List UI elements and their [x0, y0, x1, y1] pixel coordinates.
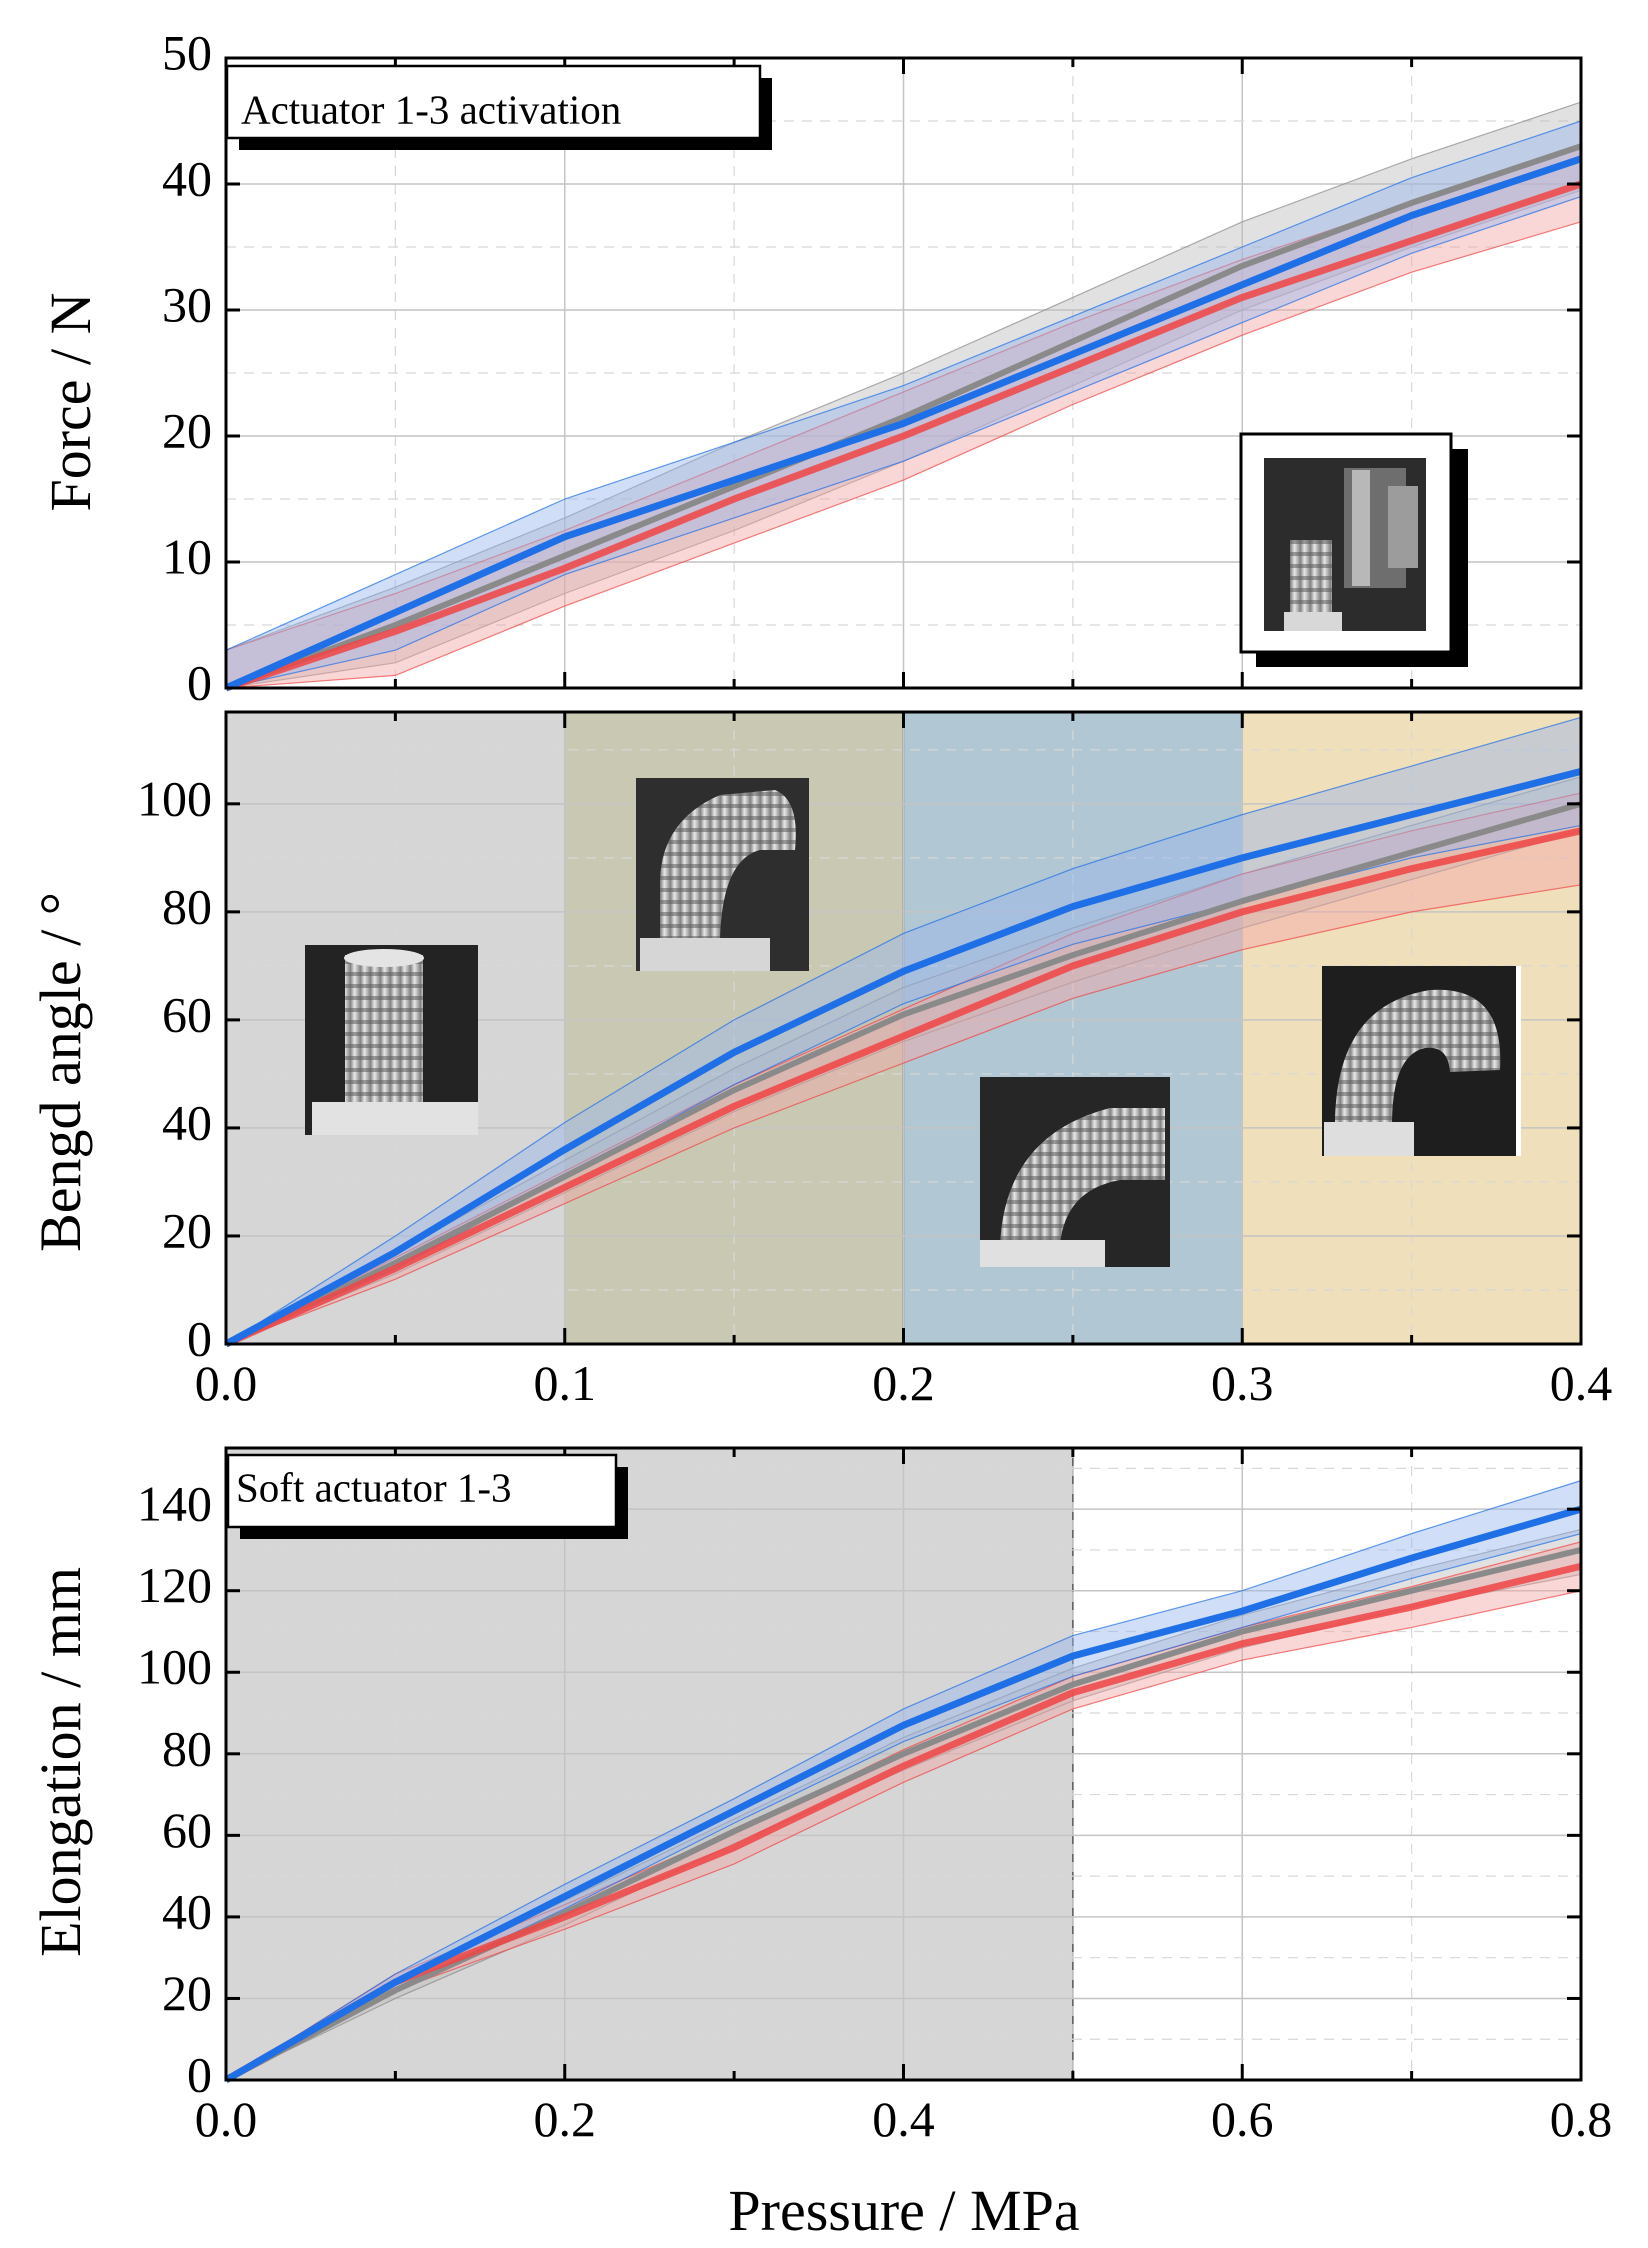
- x-tick-label: 0.6: [1211, 2091, 1274, 2147]
- y-tick-label: 0: [187, 654, 212, 710]
- y-tick-label: 0: [187, 2046, 212, 2102]
- force-title-box: Actuator 1-3 activation: [225, 64, 772, 150]
- y-tick-label: 60: [162, 1802, 212, 1858]
- force-ticks: 0 10 20 30 40 50: [162, 24, 1583, 710]
- elongation-y-axis-title: Elongation / mm: [28, 1567, 93, 1957]
- actuator-straight-photo: [305, 945, 478, 1135]
- x-tick-label: 0.4: [872, 2091, 935, 2147]
- x-tick-label: 0.8: [1550, 2091, 1613, 2147]
- y-tick-label: 40: [162, 150, 212, 206]
- bending-series: [224, 716, 1582, 1348]
- y-tick-label: 100: [137, 770, 212, 826]
- force-y-axis-title: Force / N: [38, 292, 103, 511]
- elongation-chart: 0 20 40 60 80 100 120 140 0.0 0.2 0.4 0.6 0.8 Soft a…: [137, 1446, 1612, 2147]
- y-tick-label: 20: [162, 1965, 212, 2021]
- series-line-red: [224, 1562, 1582, 2084]
- force-chart: 0 10 20 30 40 50 Actuator 1-3 activation: [162, 24, 1583, 710]
- y-tick-label: 80: [162, 1720, 212, 1776]
- series-line-blue: [224, 768, 1582, 1348]
- y-tick-label: 30: [162, 276, 212, 332]
- x-tick-label: 0.0: [195, 2091, 258, 2147]
- elongation-grid: [226, 1448, 1581, 2080]
- y-tick-label: 80: [162, 878, 212, 934]
- bending-chart: 0 20 40 60 80 100 0.0 0.1 0.2 0.3 0.4: [137, 710, 1612, 1411]
- region-1: [225, 1447, 1074, 2081]
- force-series: [224, 101, 1583, 692]
- series-line-gray: [224, 1547, 1582, 2083]
- x-tick-label: 0.4: [1550, 1355, 1613, 1411]
- series-line-blue: [224, 1505, 1582, 2084]
- y-tick-label: 40: [162, 1883, 212, 1939]
- series-line-gray: [224, 800, 1582, 1347]
- bending-y-axis-title: Bengd angle / °: [28, 892, 93, 1252]
- elongation-regions: [225, 1447, 1074, 2081]
- y-tick-label: 40: [162, 1094, 212, 1150]
- x-tick-label: 0.0: [195, 1355, 258, 1411]
- series-line-blue: [224, 155, 1583, 692]
- bending-ticks: 0 20 40 60 80 100 0.0 0.1 0.2 0.3 0.4: [137, 712, 1612, 1411]
- series-line-red: [224, 827, 1582, 1348]
- actuator-half-bend-photo: [980, 1077, 1170, 1267]
- actuator-full-bend-photo: [1322, 966, 1521, 1156]
- y-tick-label: 120: [137, 1557, 212, 1613]
- elongation-title-box: Soft actuator 1-3: [226, 1453, 628, 1539]
- x-tick-label: 0.2: [872, 1355, 935, 1411]
- y-tick-label: 10: [162, 528, 212, 584]
- y-tick-label: 50: [162, 24, 212, 80]
- elongation-plot-frame: [224, 1446, 1583, 2082]
- actuator-slight-bend-photo: [636, 778, 809, 971]
- y-tick-label: 0: [187, 1310, 212, 1366]
- x-tick-label: 0.1: [534, 1355, 597, 1411]
- y-tick-label: 100: [137, 1639, 212, 1695]
- y-tick-label: 140: [137, 1476, 212, 1532]
- y-tick-label: 60: [162, 986, 212, 1042]
- actuator-force-test-photo: [1239, 432, 1468, 667]
- force-chart-title: Actuator 1-3 activation: [241, 86, 621, 132]
- x-tick-label: 0.2: [534, 2091, 597, 2147]
- elongation-chart-title: Soft actuator 1-3: [236, 1464, 512, 1510]
- y-tick-label: 20: [162, 402, 212, 458]
- bending-plot-frame: [224, 710, 1583, 1346]
- x-tick-label: 0.3: [1211, 1355, 1274, 1411]
- force-plot-frame: [224, 56, 1583, 690]
- elongation-ticks: 0 20 40 60 80 100 120 140 0.0 0.2 0.4 0.6 0.8: [137, 1448, 1612, 2147]
- series-line-gray: [224, 143, 1582, 691]
- series-line-red: [224, 180, 1583, 692]
- y-tick-label: 20: [162, 1202, 212, 1258]
- x-axis-title: Pressure / MPa: [728, 2178, 1079, 2243]
